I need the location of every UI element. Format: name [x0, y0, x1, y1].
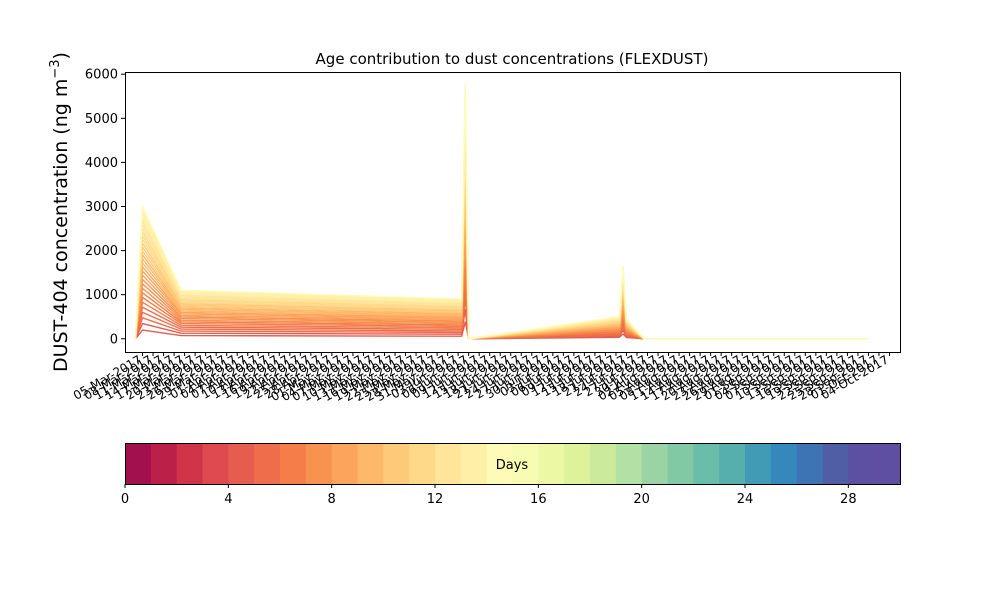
y-tick-label: 4000 [85, 156, 118, 171]
colorbar-swatch [409, 443, 436, 484]
colorbar: Days 0 4 8 12 16 20 24 28 [121, 443, 901, 507]
x-axis-ticks: 05-Mar-201708-Mar-201711-Mar-201714-Mar-… [71, 352, 891, 404]
colorbar-tick-label: 20 [633, 492, 650, 507]
colorbar-swatch [770, 443, 798, 484]
colorbar-swatch [538, 443, 565, 484]
series-layer [134, 82, 869, 340]
colorbar-swatch [228, 443, 255, 484]
plot-area: 0 1000 2000 3000 4000 5000 6000 05-Mar-201708-… [71, 68, 901, 404]
colorbar-frame [125, 443, 901, 485]
colorbar-swatch [331, 443, 358, 484]
axes-frame [125, 72, 901, 353]
colorbar-swatch [254, 443, 281, 484]
y-axis-label-unit-exponent: −3 [48, 59, 63, 78]
colorbar-swatch [435, 443, 462, 484]
chart-title: Age contribution to dust concentrations … [316, 50, 709, 68]
colorbar-swatch [383, 443, 410, 484]
y-axis-ticks: 0 1000 2000 3000 4000 5000 6000 [85, 68, 125, 347]
colorbar-swatch [280, 443, 307, 484]
colorbar-tick-label: 12 [427, 492, 444, 507]
colorbar-swatch [667, 443, 694, 484]
colorbar-swatches [125, 443, 901, 484]
colorbar-swatch [590, 443, 617, 484]
colorbar-tick-label: 4 [224, 492, 232, 507]
colorbar-swatch [202, 443, 229, 484]
colorbar-swatch [641, 443, 668, 484]
series-line-day-29 [134, 82, 869, 340]
y-axis-label-main: DUST-404 concentration (ng m [50, 79, 72, 372]
colorbar-swatch [874, 443, 901, 484]
colorbar-swatch [512, 443, 539, 484]
colorbar-swatch [486, 443, 513, 484]
y-axis-label: DUST-404 concentration (ng m−3) [48, 52, 72, 372]
colorbar-swatch [848, 443, 875, 484]
colorbar-swatch [305, 443, 333, 484]
colorbar-swatch [745, 443, 772, 484]
colorbar-swatch [719, 443, 746, 484]
colorbar-swatch [822, 443, 849, 484]
colorbar-tick-label: 16 [530, 492, 547, 507]
colorbar-swatch [564, 443, 591, 484]
colorbar-swatch [357, 443, 384, 484]
y-tick-label: 2000 [85, 244, 118, 259]
y-axis-label-close: ) [50, 52, 72, 59]
colorbar-swatch [150, 443, 178, 484]
colorbar-swatch [176, 443, 203, 484]
y-tick-label: 3000 [85, 200, 118, 215]
colorbar-tick-label: 8 [328, 492, 336, 507]
colorbar-swatch [125, 443, 152, 484]
colorbar-swatch [460, 443, 488, 484]
y-tick-label: 6000 [85, 68, 118, 83]
colorbar-swatch [693, 443, 720, 484]
y-tick-label: 0 [110, 332, 118, 347]
colorbar-tick-label: 28 [840, 492, 857, 507]
colorbar-tick-label: 0 [121, 492, 129, 507]
colorbar-swatch [615, 443, 643, 484]
y-tick-label: 5000 [85, 112, 118, 127]
y-tick-label: 1000 [85, 288, 118, 303]
colorbar-tick-label: 24 [737, 492, 754, 507]
colorbar-label: Days [496, 458, 529, 473]
colorbar-swatch [796, 443, 823, 484]
colorbar-ticks: 0 4 8 12 16 20 24 28 [121, 484, 857, 507]
